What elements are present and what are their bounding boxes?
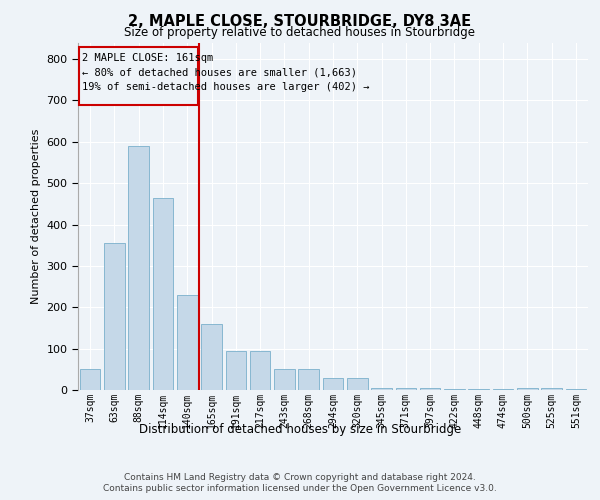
Bar	[177, 295, 197, 390]
Bar	[152, 198, 173, 390]
Text: Contains public sector information licensed under the Open Government Licence v3: Contains public sector information licen…	[103, 484, 497, 493]
Bar	[444, 389, 465, 390]
Bar	[274, 370, 295, 390]
Bar	[250, 350, 271, 390]
Text: Distribution of detached houses by size in Stourbridge: Distribution of detached houses by size …	[139, 422, 461, 436]
Bar	[420, 388, 440, 390]
Bar	[80, 370, 100, 390]
Text: 2, MAPLE CLOSE, STOURBRIDGE, DY8 3AE: 2, MAPLE CLOSE, STOURBRIDGE, DY8 3AE	[128, 14, 472, 29]
Bar	[104, 243, 125, 390]
Text: Size of property relative to detached houses in Stourbridge: Size of property relative to detached ho…	[125, 26, 476, 39]
FancyBboxPatch shape	[79, 46, 198, 104]
Bar	[323, 378, 343, 390]
Y-axis label: Number of detached properties: Number of detached properties	[31, 128, 41, 304]
Bar	[128, 146, 149, 390]
Text: Contains HM Land Registry data © Crown copyright and database right 2024.: Contains HM Land Registry data © Crown c…	[124, 472, 476, 482]
Bar	[566, 389, 586, 390]
Bar	[517, 388, 538, 390]
Bar	[201, 324, 222, 390]
Bar	[226, 350, 246, 390]
Bar	[347, 378, 368, 390]
Bar	[469, 389, 489, 390]
Bar	[298, 370, 319, 390]
Bar	[371, 388, 392, 390]
Bar	[395, 388, 416, 390]
Bar	[541, 388, 562, 390]
Text: 2 MAPLE CLOSE: 161sqm
← 80% of detached houses are smaller (1,663)
19% of semi-d: 2 MAPLE CLOSE: 161sqm ← 80% of detached …	[82, 53, 369, 92]
Bar	[493, 389, 514, 390]
